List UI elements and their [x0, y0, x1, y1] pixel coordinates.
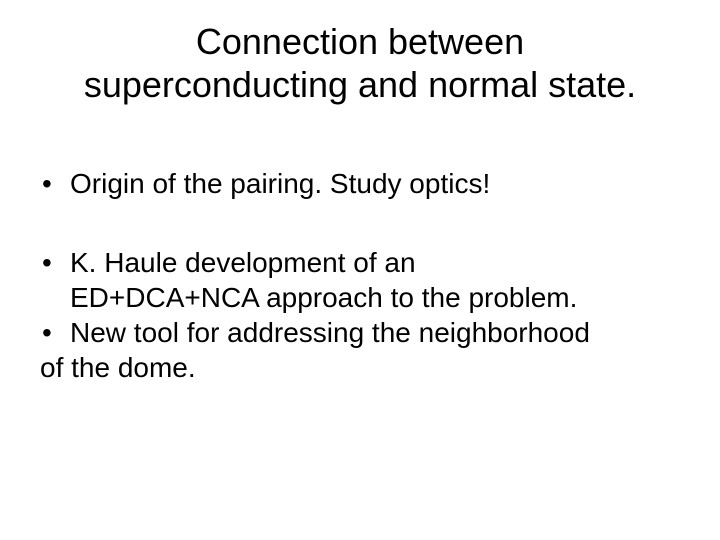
- title-line-1: Connection between: [196, 21, 524, 62]
- bullet-text: Origin of the pairing. Study optics!: [70, 166, 680, 201]
- bullet-line: K. Haule development of an: [70, 247, 416, 278]
- spacer: [40, 201, 680, 245]
- bullet-line: ED+DCA+NCA approach to the problem.: [70, 282, 577, 313]
- bullet-item: • New tool for addressing the neighborho…: [40, 315, 680, 350]
- bullet-marker: •: [40, 166, 70, 201]
- bullet-item: • K. Haule development of an ED+DCA+NCA …: [40, 245, 680, 315]
- bullet-continuation: of the dome.: [40, 350, 680, 385]
- slide: Connection between superconducting and n…: [0, 0, 720, 540]
- bullet-item: • Origin of the pairing. Study optics!: [40, 166, 680, 201]
- slide-title: Connection between superconducting and n…: [40, 20, 680, 106]
- bullet-text: New tool for addressing the neighborhood: [70, 315, 680, 350]
- title-line-2: superconducting and normal state.: [84, 64, 636, 105]
- bullet-text: K. Haule development of an ED+DCA+NCA ap…: [70, 245, 680, 315]
- slide-body: • Origin of the pairing. Study optics! •…: [40, 166, 680, 385]
- bullet-marker: •: [40, 245, 70, 280]
- bullet-marker: •: [40, 315, 70, 350]
